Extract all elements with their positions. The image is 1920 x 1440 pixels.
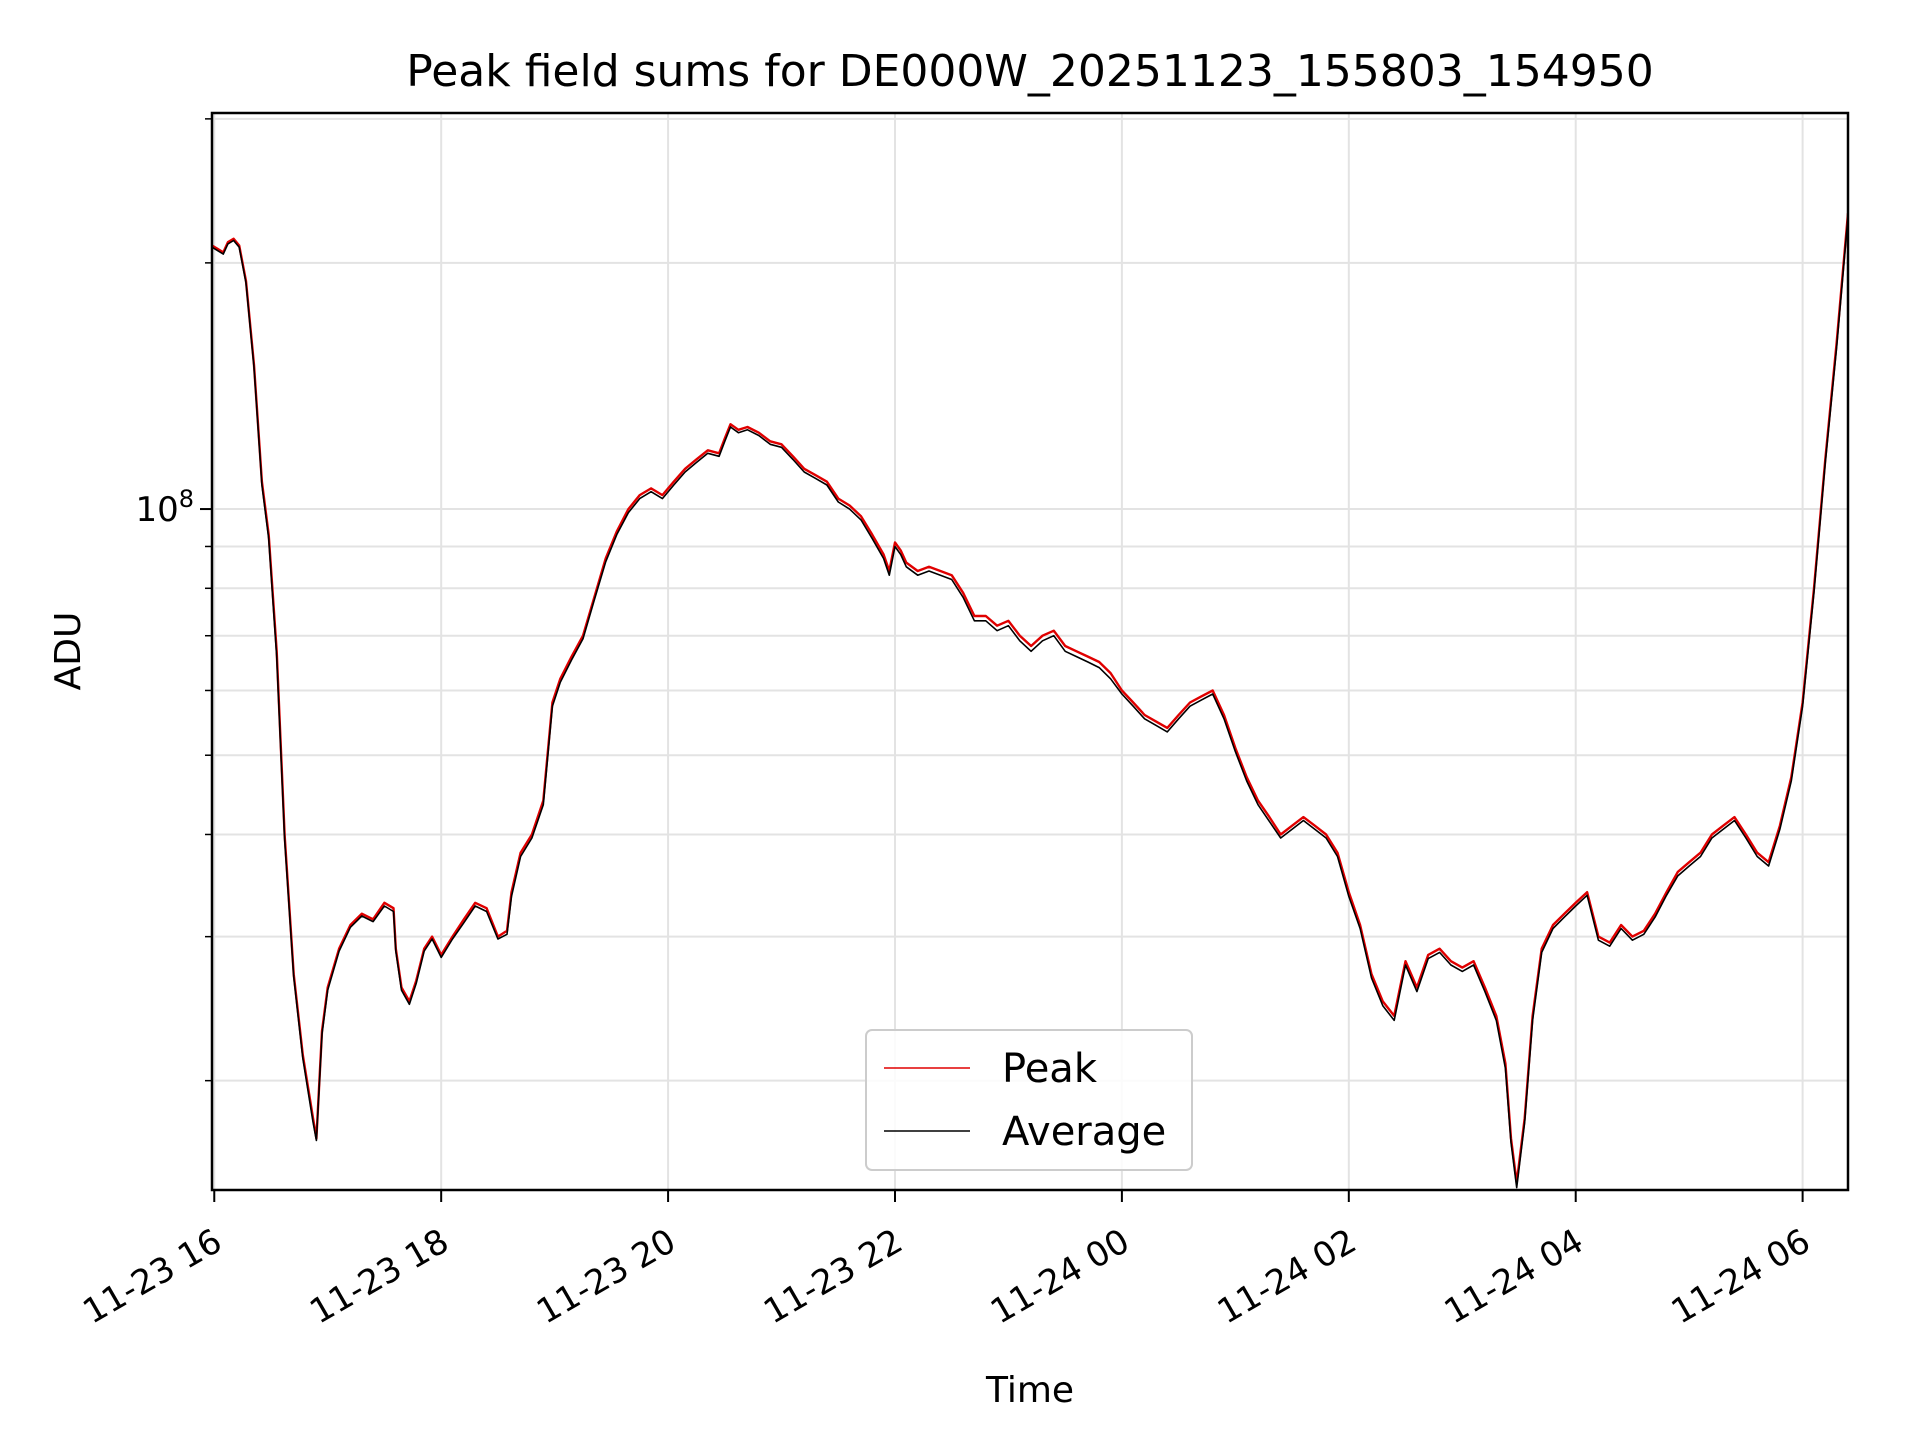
legend: Peak Average	[865, 1029, 1193, 1171]
x-axis-label: Time	[985, 1370, 1074, 1411]
series-line-average	[212, 216, 1848, 1189]
plot-frame	[210, 111, 1850, 1192]
series-lines	[212, 213, 1848, 1189]
chart-title: Peak field sums for DE000W_20251123_1558…	[406, 46, 1654, 97]
legend-label-average: Average	[1002, 1109, 1166, 1155]
grid-lines	[212, 113, 1848, 1190]
series-line-peak	[212, 213, 1848, 1185]
legend-box	[865, 1029, 1193, 1171]
y-axis-label: ADU	[48, 612, 89, 691]
y-tick-label: 108	[135, 485, 194, 530]
legend-label-peak: Peak	[1002, 1046, 1098, 1092]
